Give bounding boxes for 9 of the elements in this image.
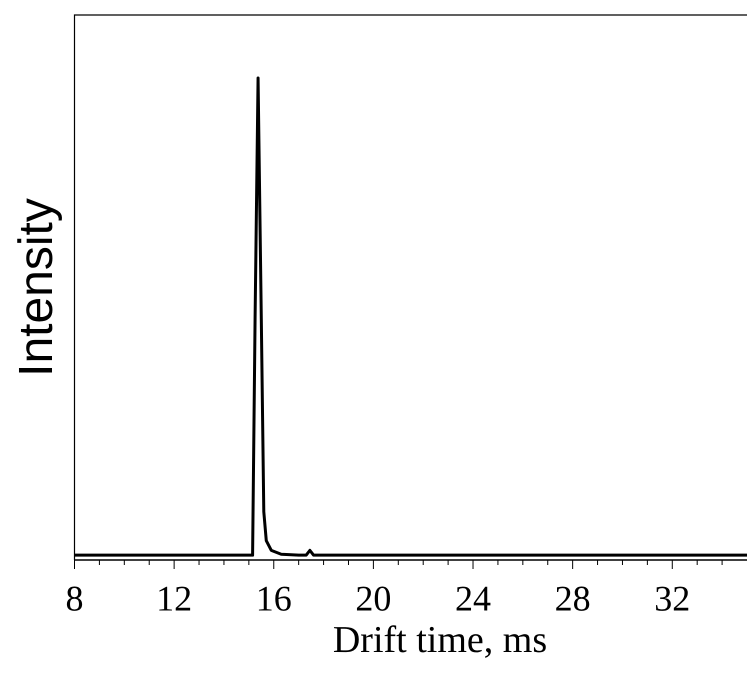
x-tick-label: 32 (654, 578, 690, 618)
x-tick-label: 20 (355, 578, 392, 618)
x-tick-label: 8 (66, 578, 84, 618)
x-tick-label: 12 (156, 578, 192, 618)
x-tick-label: 28 (554, 578, 591, 618)
x-axis-title: Drift time, ms (332, 619, 548, 661)
x-tick-label: 16 (256, 578, 292, 618)
y-axis-title: Intensity (10, 198, 63, 377)
x-tick-label: 24 (455, 578, 492, 618)
